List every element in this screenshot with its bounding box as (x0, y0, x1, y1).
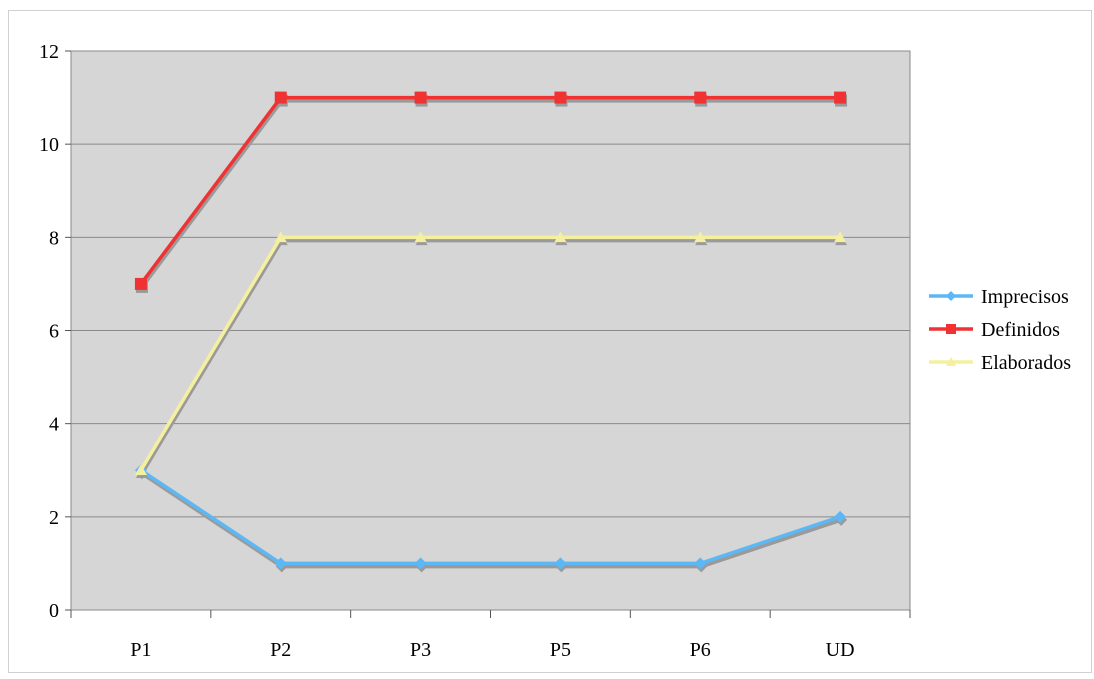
x-tick-label: P1 (130, 639, 151, 661)
series-shadow (140, 471, 842, 569)
chart-frame: 0 2 4 6 8 10 12 P1 P2 P3 P5 P6 UD Imprecisos Definido… (8, 10, 1092, 673)
data-point (274, 557, 287, 570)
legend-label: Definidos (981, 319, 1060, 341)
legend-label: Imprecisos (981, 286, 1069, 308)
y-tick-label: 8 (49, 227, 59, 249)
data-point (274, 91, 287, 104)
y-tick-label: 12 (39, 41, 59, 63)
series-line (139, 468, 841, 566)
data-point (554, 231, 567, 243)
data-point (134, 277, 147, 290)
x-tick-label: UD (826, 639, 855, 661)
series-shadows (135, 94, 848, 573)
series-line (139, 235, 841, 472)
x-tick-label: P5 (550, 639, 571, 661)
data-point (694, 557, 707, 570)
y-tick-label: 4 (49, 414, 59, 436)
y-tick-label: 6 (49, 321, 59, 343)
x-tick-label: P2 (270, 639, 291, 661)
square-marker-icon (946, 324, 956, 334)
y-tick-label: 0 (49, 600, 59, 622)
data-point (414, 91, 427, 104)
diamond-marker-icon (946, 291, 956, 301)
data-point (554, 557, 567, 570)
series-shadow (140, 238, 842, 475)
series-shadow (140, 98, 842, 289)
legend: Imprecisos Definidos Elaborados (929, 286, 1071, 374)
line-chart: 0 2 4 6 8 10 12 P1 P2 P3 P5 P6 UD Imprecisos Definido… (39, 41, 1071, 661)
data-point (694, 91, 707, 104)
series-line (139, 95, 841, 285)
series-lines (134, 91, 847, 570)
legend-label: Elaborados (981, 352, 1071, 374)
data-point (694, 231, 707, 243)
triangle-marker-icon (946, 357, 956, 366)
axes: 0 2 4 6 8 10 12 P1 P2 P3 P5 P6 UD (39, 41, 911, 661)
y-tick-label: 2 (49, 507, 59, 529)
y-tick-label: 10 (39, 134, 59, 156)
data-point (834, 231, 847, 243)
data-point (134, 464, 147, 476)
data-point (834, 510, 847, 523)
data-point (414, 231, 427, 243)
data-point (274, 231, 287, 243)
x-tick-label: P6 (690, 639, 711, 661)
data-point (554, 91, 567, 104)
x-tick-label: P3 (410, 639, 431, 661)
data-point (834, 91, 847, 104)
data-point (414, 557, 427, 570)
